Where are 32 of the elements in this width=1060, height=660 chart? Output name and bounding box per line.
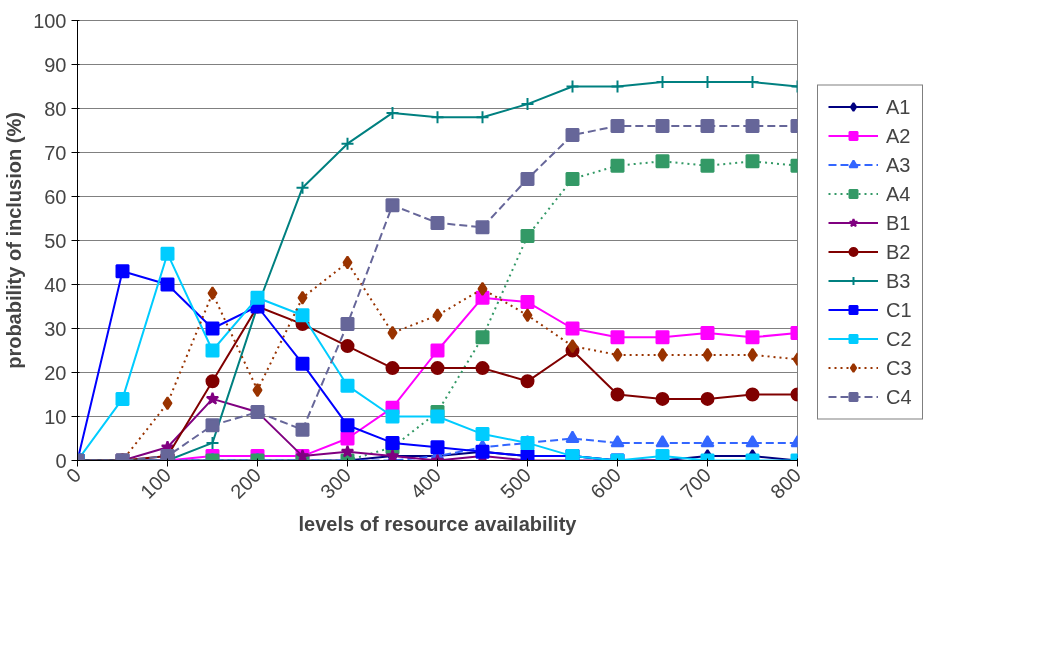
legend-label: C3 bbox=[886, 356, 912, 379]
x-tick-label: 200 bbox=[226, 463, 266, 503]
x-tick-label: 500 bbox=[496, 463, 536, 503]
y-tick-label: 0 bbox=[55, 449, 67, 472]
legend-label: A1 bbox=[886, 95, 911, 118]
legend-label: C2 bbox=[886, 327, 912, 350]
legend-label: A3 bbox=[886, 153, 911, 176]
y-tick-label: 20 bbox=[44, 361, 67, 384]
legend-label: C1 bbox=[886, 298, 912, 321]
legend-label: A2 bbox=[886, 124, 911, 147]
y-tick-label: 90 bbox=[44, 53, 67, 76]
x-tick-label: 700 bbox=[676, 463, 716, 503]
legend-label: B1 bbox=[886, 211, 911, 234]
x-axis-title: levels of resource availability bbox=[298, 512, 578, 535]
y-tick-label: 10 bbox=[44, 405, 67, 428]
x-tick-label: 300 bbox=[316, 463, 356, 503]
y-tick-label: 30 bbox=[44, 317, 67, 340]
x-tick-label: 100 bbox=[136, 463, 176, 503]
y-tick-label: 70 bbox=[44, 141, 67, 164]
x-tick-label: 600 bbox=[586, 463, 626, 503]
legend-label: B3 bbox=[886, 269, 911, 292]
y-tick-label: 50 bbox=[44, 229, 67, 252]
legend-label: A4 bbox=[886, 182, 911, 205]
y-tick-label: 40 bbox=[44, 273, 67, 296]
y-tick-label: 100 bbox=[33, 9, 67, 32]
x-tick-label: 400 bbox=[406, 463, 446, 503]
y-axis-title: probability of inclusion (%) bbox=[3, 112, 26, 369]
x-tick-label: 800 bbox=[766, 463, 806, 503]
y-tick-label: 60 bbox=[44, 185, 67, 208]
legend-label: B2 bbox=[886, 240, 911, 263]
y-tick-label: 80 bbox=[44, 97, 67, 120]
legend-label: C4 bbox=[886, 385, 912, 408]
